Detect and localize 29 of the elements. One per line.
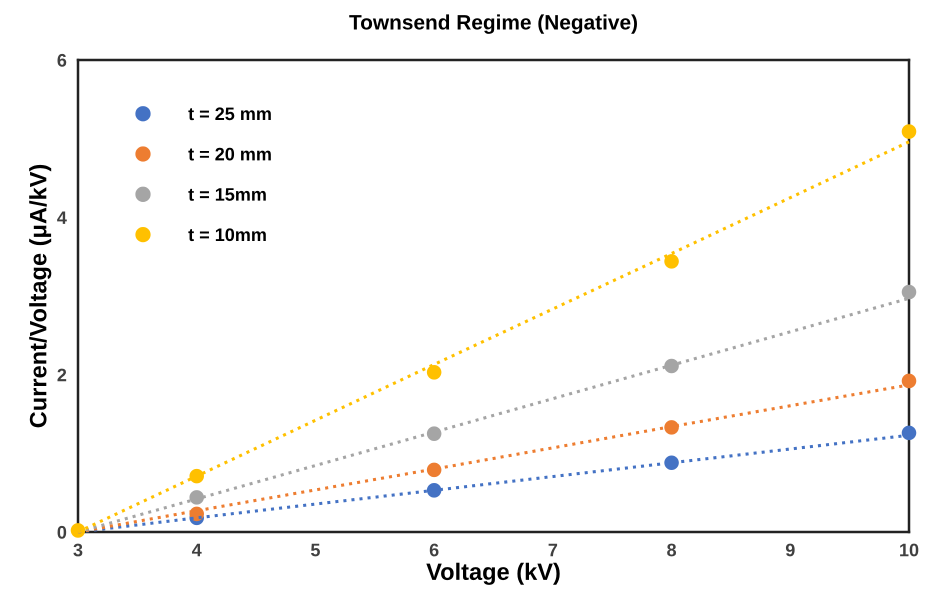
y-axis-title: Current/Voltage (μA/kV) (29, 164, 52, 428)
point (902, 374, 916, 388)
point (70, 523, 86, 538)
y-tick-label: 0 (58, 526, 66, 539)
x-tick-label: 8 (667, 544, 676, 556)
legend-label: t = 25 mm (188, 107, 271, 120)
point (664, 358, 679, 374)
legend-label: t = 15mm (188, 188, 266, 201)
legend-label: t = 20 mm (188, 148, 271, 161)
point (189, 490, 204, 505)
point (664, 254, 679, 269)
legend-label: t = 10mm (188, 228, 266, 242)
x-tick-label: 4 (192, 544, 202, 556)
x-tick-label: 10 (900, 544, 918, 556)
x-tick-label: 5 (310, 544, 320, 556)
x-tick-label: 3 (73, 544, 82, 556)
point (902, 124, 916, 139)
x-tick-label: 7 (548, 544, 558, 556)
x-tick-label: 9 (786, 544, 795, 556)
x-tick-label: 6 (430, 544, 439, 556)
point (902, 426, 916, 440)
y-tick-label: 4 (57, 211, 67, 224)
point (426, 483, 442, 498)
y-tick-label: 6 (58, 54, 66, 67)
point (902, 284, 916, 300)
x-axis-title: Voltage (kV) (426, 562, 560, 585)
chart-title: Townsend Regime (Negative) (349, 14, 637, 34)
y-tick-label: 2 (57, 368, 66, 382)
point (426, 365, 442, 380)
